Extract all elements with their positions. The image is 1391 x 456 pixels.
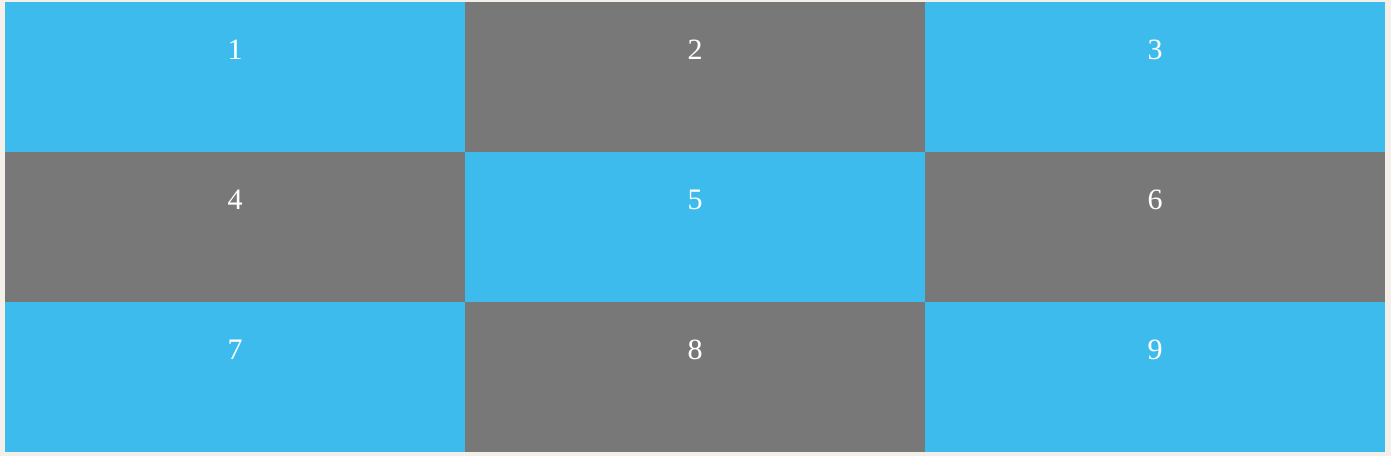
grid-cell-3: 3 [925,2,1385,152]
grid-cell-1: 1 [5,2,465,152]
grid-cell-7: 7 [5,302,465,452]
grid-cell-5: 5 [465,152,925,302]
grid-cell-4: 4 [5,152,465,302]
number-grid: 1 2 3 4 5 6 7 8 9 [5,2,1385,452]
grid-cell-6: 6 [925,152,1385,302]
grid-cell-8: 8 [465,302,925,452]
grid-cell-9: 9 [925,302,1385,452]
grid-cell-2: 2 [465,2,925,152]
